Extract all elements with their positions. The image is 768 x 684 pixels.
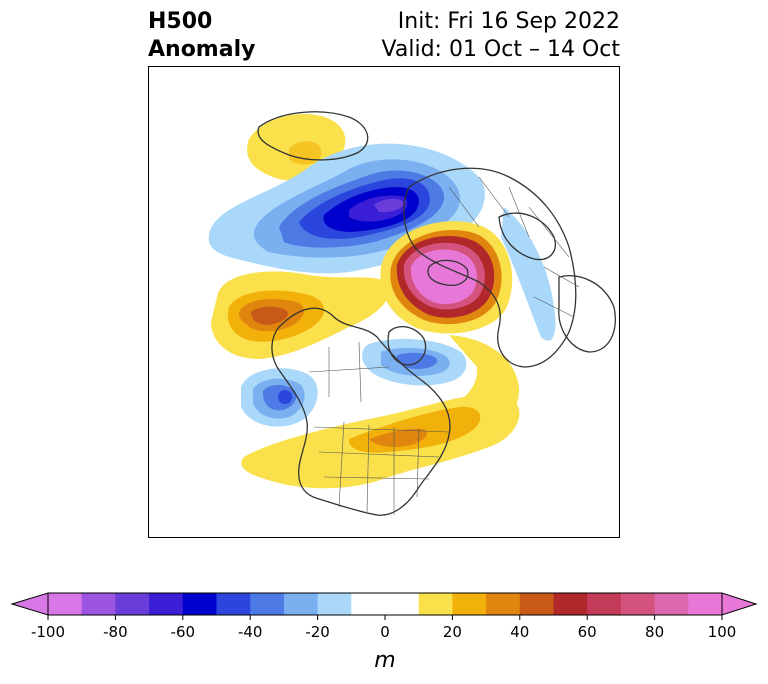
- colorbar-segment: [620, 593, 656, 615]
- colorbar-tick-label: 20: [443, 623, 462, 641]
- colorbar-segment: [216, 593, 251, 615]
- colorbar-tick-label: 0: [380, 623, 390, 641]
- colorbar-segment: [317, 593, 352, 615]
- colorbar-unit-label: m: [374, 648, 395, 673]
- title-right: Init: Fri 16 Sep 2022 Valid: 01 Oct – 14…: [382, 8, 620, 64]
- title-left: H500 Anomaly: [148, 8, 255, 64]
- colorbar-segment: [182, 593, 217, 615]
- blue-anomaly-hudson: [362, 338, 467, 386]
- colorbar-segment: [452, 593, 487, 615]
- colorbar-tick-label: -20: [305, 623, 330, 641]
- init-time: Init: Fri 16 Sep 2022: [397, 9, 620, 34]
- colorbar-segment: [385, 593, 420, 615]
- colorbar-tick-label: -100: [31, 623, 65, 641]
- colorbar: -100 -80 -60 -40 -20 0 20 40 60 80 100 m: [0, 588, 768, 678]
- map-panel: [148, 66, 620, 538]
- colorbar-segment: [250, 593, 285, 615]
- colorbar-segment: [654, 593, 689, 615]
- colorbar-tick-label: -40: [238, 623, 263, 641]
- colorbar-tick-label: -60: [171, 623, 196, 641]
- colorbar-tick-label: -80: [103, 623, 128, 641]
- colorbar-segment: [418, 593, 453, 615]
- blue-anomaly-europe: [501, 207, 556, 341]
- colorbar-segment: [486, 593, 521, 615]
- coastlines: [257, 111, 616, 516]
- colorbar-segment: [519, 593, 554, 615]
- colorbar-segment: [283, 593, 319, 615]
- colorbar-segment: [688, 593, 723, 615]
- colorbar-extend-max: [721, 592, 758, 616]
- borders: [308, 176, 580, 515]
- title-anomaly: Anomaly: [148, 37, 256, 62]
- colorbar-extend-min: [10, 592, 49, 616]
- anomaly-map: [208, 111, 616, 516]
- colorbar-tick-label: 60: [578, 623, 597, 641]
- colorbar-segment: [553, 593, 588, 615]
- colorbar-segment: [149, 593, 184, 615]
- colorbar-tick-label: 100: [708, 623, 737, 641]
- colorbar-segment: [48, 593, 83, 615]
- colorbar-segment: [81, 593, 116, 615]
- colorbar-tick-label: 40: [510, 623, 529, 641]
- colorbar-segment: [351, 593, 386, 615]
- colorbar-tick-label: 80: [645, 623, 664, 641]
- pink-anomaly-siberia: [380, 221, 513, 334]
- title-variable: H500: [148, 9, 213, 34]
- valid-period: Valid: 01 Oct – 14 Oct: [381, 37, 620, 62]
- colorbar-segment: [587, 593, 622, 615]
- gold-anomaly-pacific: [211, 271, 390, 359]
- colorbar-segment: [115, 593, 150, 615]
- colorbar-graphic: -100 -80 -60 -40 -20 0 20 40 60 80 100 m: [10, 592, 758, 673]
